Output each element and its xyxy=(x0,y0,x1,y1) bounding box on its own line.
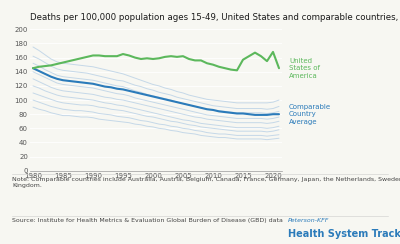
Text: Health System Tracker: Health System Tracker xyxy=(288,229,400,239)
Text: Comparable
Country
Average: Comparable Country Average xyxy=(289,104,331,125)
Text: Note: Comparable countries include Australia, Austria, Belgium, Canada, France, : Note: Comparable countries include Austr… xyxy=(12,177,400,189)
Text: Deaths per 100,000 population ages 15-49, United States and comparable countries: Deaths per 100,000 population ages 15-49… xyxy=(30,13,400,22)
Text: Source: Institute for Health Metrics & Evaluation Global Burden of Disease (GBD): Source: Institute for Health Metrics & E… xyxy=(12,218,283,223)
Text: United
States of
America: United States of America xyxy=(289,58,320,79)
Text: Peterson-KFF: Peterson-KFF xyxy=(288,218,329,223)
